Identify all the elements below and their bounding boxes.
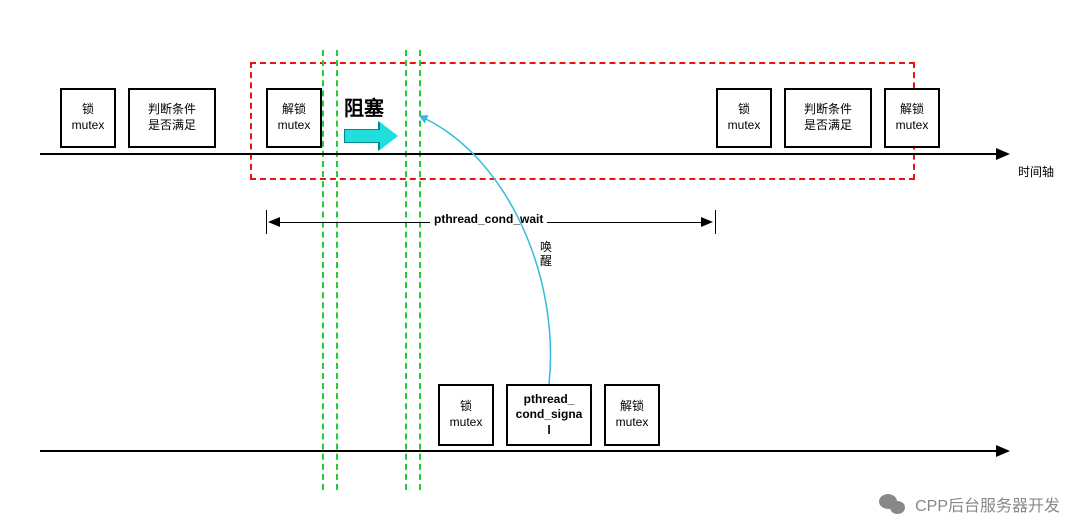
range-cap-right bbox=[715, 210, 716, 234]
box-line1: 锁 bbox=[460, 399, 472, 415]
unlock-mutex-box-3: 解锁 mutex bbox=[604, 384, 660, 446]
box-line2: cond_signa bbox=[516, 407, 583, 423]
box-line1: 锁 bbox=[738, 102, 750, 118]
range-label: pthread_cond_wait bbox=[430, 212, 547, 226]
block-arrow-icon bbox=[344, 122, 398, 150]
box-line1: 解锁 bbox=[900, 102, 924, 118]
unlock-phase-end bbox=[336, 50, 338, 490]
lock-mutex-box-3: 锁 mutex bbox=[438, 384, 494, 446]
range-arrow-left-icon bbox=[268, 217, 280, 227]
check-condition-box-2: 判断条件 是否满足 bbox=[784, 88, 872, 148]
wake-char-2: 醒 bbox=[540, 254, 552, 268]
box-line1: 判断条件 bbox=[804, 102, 852, 118]
wake-label: 唤 醒 bbox=[540, 240, 552, 269]
range-cap-left bbox=[266, 210, 267, 234]
box-line1: 判断条件 bbox=[148, 102, 196, 118]
unlock-mutex-box-1: 解锁 mutex bbox=[266, 88, 322, 148]
box-line2: mutex bbox=[896, 118, 929, 134]
box-line2: mutex bbox=[450, 415, 483, 431]
box-line3: l bbox=[547, 423, 550, 439]
box-line1: 解锁 bbox=[620, 399, 644, 415]
timeline-bottom bbox=[40, 450, 1008, 452]
block-phase-start bbox=[405, 50, 407, 490]
timeline-label: 时间轴 bbox=[1018, 163, 1054, 180]
block-phase-end bbox=[419, 50, 421, 490]
range-arrow-right-icon bbox=[701, 217, 713, 227]
box-line1: 锁 bbox=[82, 102, 94, 118]
box-line1: pthread_ bbox=[524, 392, 575, 408]
box-line2: mutex bbox=[728, 118, 761, 134]
wake-char-1: 唤 bbox=[540, 240, 552, 254]
lock-mutex-box-2: 锁 mutex bbox=[716, 88, 772, 148]
watermark-text: CPP后台服务器开发 bbox=[915, 492, 1060, 516]
watermark: CPP后台服务器开发 bbox=[879, 492, 1060, 516]
box-line2: 是否满足 bbox=[804, 118, 852, 134]
wechat-icon bbox=[879, 492, 907, 516]
box-line2: mutex bbox=[72, 118, 105, 134]
cond-signal-box: pthread_ cond_signa l bbox=[506, 384, 592, 446]
box-line2: mutex bbox=[278, 118, 311, 134]
unlock-mutex-box-2: 解锁 mutex bbox=[884, 88, 940, 148]
check-condition-box-1: 判断条件 是否满足 bbox=[128, 88, 216, 148]
box-line1: 解锁 bbox=[282, 102, 306, 118]
block-label: 阻塞 bbox=[344, 92, 384, 121]
unlock-phase-start bbox=[322, 50, 324, 490]
box-line2: 是否满足 bbox=[148, 118, 196, 134]
lock-mutex-box-1: 锁 mutex bbox=[60, 88, 116, 148]
box-line2: mutex bbox=[616, 415, 649, 431]
diagram-root: 时间轴 锁 mutex 判断条件 是否满足 解锁 mutex 锁 mutex 判… bbox=[0, 0, 1080, 531]
timeline-top bbox=[40, 153, 1008, 155]
